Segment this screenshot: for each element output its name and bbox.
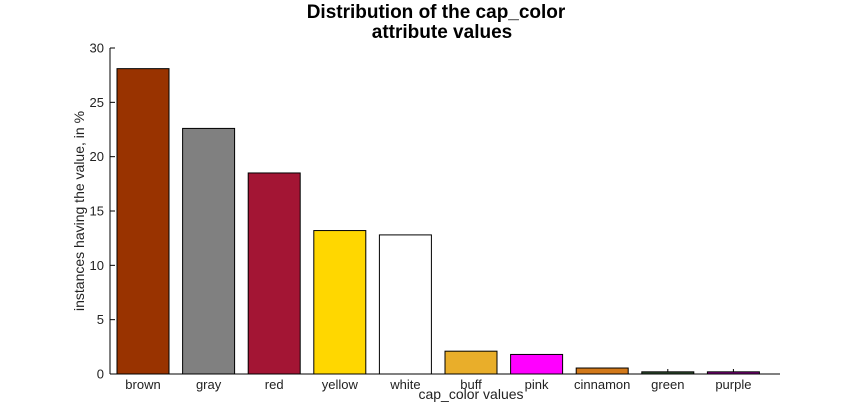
bar-red bbox=[247, 172, 301, 375]
y-tick-label: 5 bbox=[97, 312, 104, 327]
bar-green bbox=[641, 371, 695, 375]
chart-title-line-1: Distribution of the cap_color bbox=[307, 2, 566, 23]
x-tick-label: purple bbox=[715, 377, 751, 392]
y-tick-label: 25 bbox=[90, 95, 104, 110]
chart-title-line-2: attribute values bbox=[372, 22, 512, 43]
y-tick-label: 0 bbox=[97, 367, 104, 382]
x-tick-label: buff bbox=[460, 377, 482, 392]
y-tick-label: 10 bbox=[90, 258, 104, 273]
x-tick-label: brown bbox=[125, 377, 160, 392]
bar-buff bbox=[444, 350, 498, 375]
x-tick-label: gray bbox=[196, 377, 222, 392]
bar-purple bbox=[706, 371, 760, 375]
x-tick-label: red bbox=[265, 377, 284, 392]
bar-cinnamon bbox=[575, 367, 629, 375]
x-tick-label: pink bbox=[525, 377, 549, 392]
bars-group bbox=[116, 68, 760, 375]
bar-yellow bbox=[313, 230, 367, 375]
y-tick-label: 15 bbox=[90, 204, 104, 219]
y-tick-label: 20 bbox=[90, 149, 104, 164]
x-tick-label: green bbox=[651, 377, 684, 392]
y-axis: 0 5 10 15 20 25 30 bbox=[90, 41, 115, 382]
x-tick-label: yellow bbox=[322, 377, 359, 392]
bar-pink bbox=[510, 353, 564, 375]
bar-white bbox=[378, 234, 432, 375]
bar-brown bbox=[116, 68, 170, 375]
x-axis-label: cap_color values bbox=[418, 386, 523, 402]
x-tick-label: white bbox=[389, 377, 420, 392]
bar-gray bbox=[182, 127, 236, 375]
x-tick-labels: brown gray red yellow white buff pink cinnamon g… bbox=[125, 377, 751, 392]
y-tick-label: 30 bbox=[90, 41, 104, 56]
x-tick-label: cinnamon bbox=[574, 377, 630, 392]
y-axis-label: instances having the value, in % bbox=[71, 111, 87, 311]
